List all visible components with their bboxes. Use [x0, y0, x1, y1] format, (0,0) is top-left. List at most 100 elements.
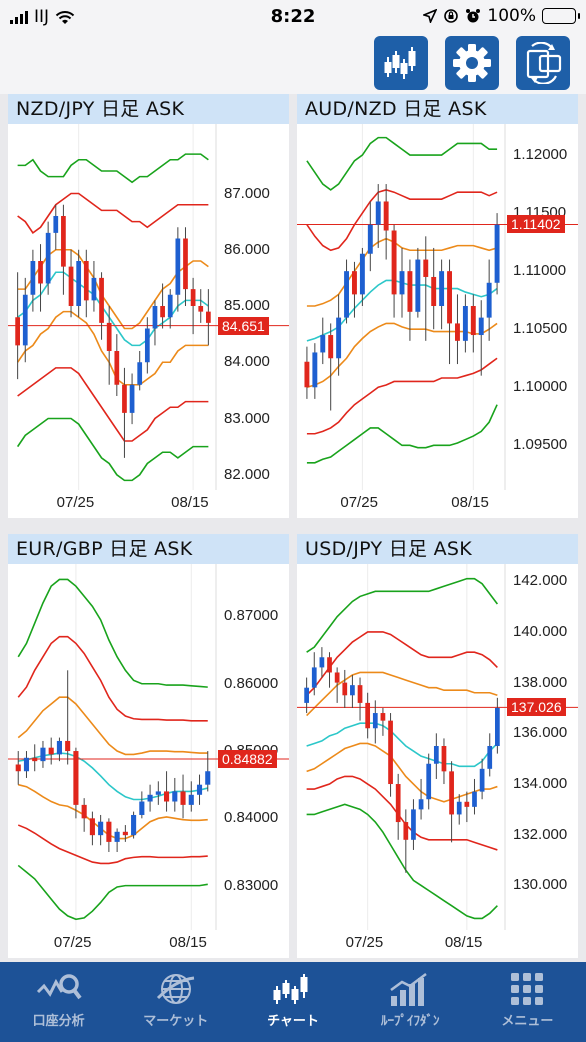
candle: [342, 669, 348, 708]
y-tick-label: 85.000: [224, 297, 270, 314]
candle: [319, 647, 325, 678]
battery-icon: [542, 8, 580, 24]
candle: [68, 249, 74, 318]
candlestick-chart[interactable]: [297, 124, 578, 518]
bollinger-upper-2sigma: [17, 635, 208, 722]
candle: [455, 294, 460, 365]
candle: [172, 777, 178, 812]
status-bar: IIJ 8:22 100%: [0, 0, 586, 34]
candle: [439, 259, 445, 330]
signal-icon: [10, 10, 28, 24]
chart-panel-audnzd[interactable]: AUD/NZD 日足 ASK 1.12000 1.11500 1.11000 1.10…: [297, 94, 578, 518]
current-price-tag: 84.651: [218, 316, 269, 335]
candle-body: [114, 351, 120, 385]
candle: [367, 201, 373, 272]
candle: [399, 247, 405, 318]
candle: [423, 236, 429, 341]
candle-body: [68, 266, 74, 306]
tab-menu[interactable]: メニュー: [469, 962, 586, 1042]
candle: [328, 323, 334, 411]
candlestick-chart[interactable]: [8, 564, 289, 958]
candle-body: [144, 328, 150, 363]
candle-body: [32, 757, 38, 762]
candle-body: [139, 801, 145, 815]
candle: [83, 249, 89, 318]
current-price-tag: 137.026: [507, 698, 566, 717]
candle-body: [48, 747, 54, 755]
candle: [395, 773, 401, 840]
candle-body: [403, 822, 409, 840]
tab-market[interactable]: マーケット: [117, 962, 234, 1042]
bollinger-lower-2sigma: [306, 357, 498, 435]
candle-body: [439, 271, 445, 306]
candle: [205, 751, 211, 792]
candle: [464, 791, 470, 823]
candle-body: [388, 720, 393, 785]
candle-body: [319, 657, 325, 668]
candle-body: [61, 216, 66, 267]
candle-body: [372, 713, 378, 729]
y-tick-label: 86.000: [224, 240, 270, 258]
candle: [22, 277, 28, 363]
candle-body: [470, 306, 476, 336]
rotate-screen-button[interactable]: [516, 36, 570, 90]
candle-body: [495, 707, 500, 746]
candle-body: [418, 799, 424, 810]
candle-body: [464, 801, 470, 807]
candle: [486, 259, 492, 341]
tab-account-analysis[interactable]: 口座分析: [0, 962, 117, 1042]
candle: [48, 737, 54, 765]
candle: [15, 751, 21, 785]
candle-body: [196, 784, 203, 795]
x-tick-label: 07/25: [340, 494, 378, 511]
candle: [167, 289, 173, 329]
candle-body: [479, 768, 485, 792]
battery-percent: 100%: [487, 6, 536, 26]
candle: [375, 184, 381, 248]
candle: [433, 733, 439, 779]
candle-body: [15, 317, 20, 346]
y-tick-label: 1.11000: [513, 262, 567, 280]
candle: [73, 747, 79, 819]
bollinger-lower-2sigma: [17, 824, 208, 865]
tab-loop-ifdone[interactable]: ﾙｰﾌﾟｲﾌﾀﾞﾝ: [352, 962, 469, 1042]
candlestick-chart[interactable]: [8, 124, 289, 518]
candle-body: [426, 763, 432, 800]
chart-panel-nzdjpy[interactable]: NZD/JPY 日足 ASK 87.000 86.000 85.000 84.000 8…: [8, 94, 289, 518]
candle-body: [395, 784, 401, 823]
x-tick-label: 08/15: [171, 494, 209, 511]
candle-body: [411, 809, 416, 840]
candle: [144, 317, 150, 374]
carrier-label: IIJ: [34, 7, 50, 27]
candle: [23, 751, 30, 778]
candle-body: [391, 230, 397, 295]
chart-type-button[interactable]: [374, 36, 428, 90]
candlestick-icon: [273, 974, 308, 1004]
candle-body: [472, 791, 477, 807]
tab-label: メニュー: [501, 1014, 554, 1029]
candle: [188, 781, 194, 812]
candle-body: [30, 261, 36, 295]
gear-icon: [453, 44, 491, 82]
candle: [334, 667, 340, 703]
candle: [56, 737, 62, 762]
chart-panel-eurgbp[interactable]: EUR/GBP 日足 ASK 0.870000.860000.850000.84…: [8, 534, 289, 958]
settings-button[interactable]: [445, 36, 499, 90]
tab-chart[interactable]: チャート: [234, 962, 351, 1042]
bollinger-lower-3sigma: [16, 417, 209, 482]
candle: [380, 707, 386, 736]
location-arrow-icon: [423, 9, 438, 23]
candle: [40, 740, 46, 768]
candle-body: [334, 672, 340, 683]
candle: [196, 774, 203, 805]
candle: [403, 809, 409, 873]
chart-panel-usdjpy[interactable]: USD/JPY 日足 ASK 142.000 140.000 138.000 136.…: [297, 534, 578, 958]
moving-average-line: [306, 722, 498, 768]
bar-growth-icon: [390, 973, 427, 1006]
candle: [304, 346, 310, 399]
candlestick-chart[interactable]: [297, 564, 578, 958]
candle: [76, 249, 82, 318]
candle: [122, 367, 127, 458]
bollinger-upper-2sigma: [17, 192, 209, 235]
candle-body: [380, 713, 386, 721]
